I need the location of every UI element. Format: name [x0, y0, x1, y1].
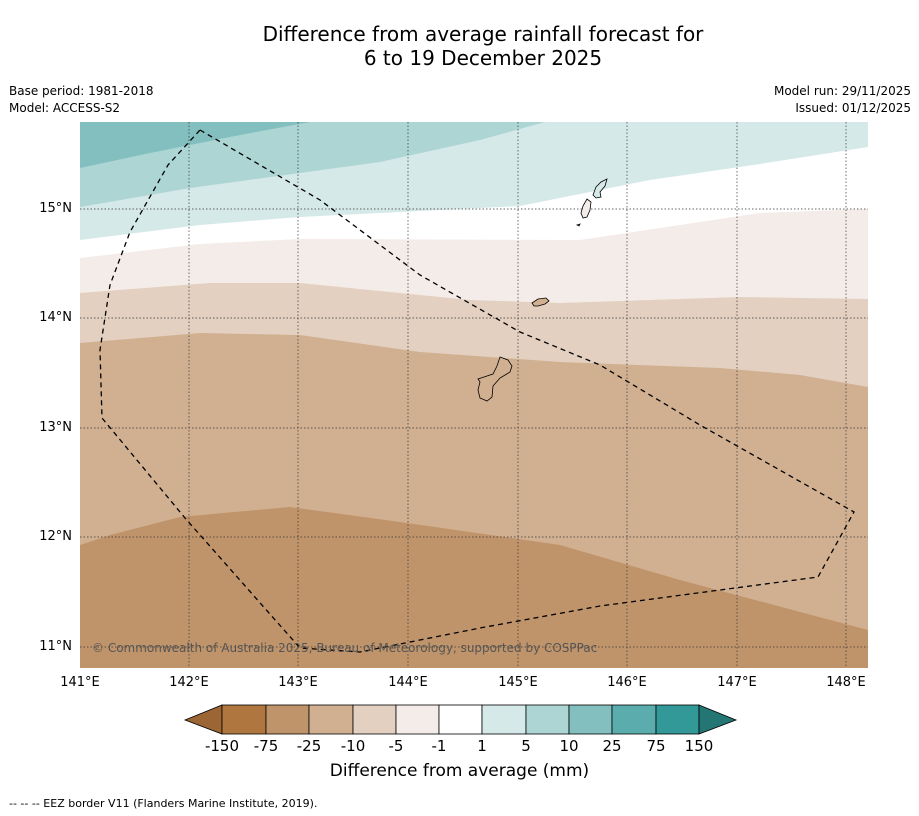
colorbar-label: 75 [646, 737, 666, 755]
graticule [80, 122, 868, 668]
meta-left: Base period: 1981-2018 Model: ACCESS-S2 [9, 83, 154, 117]
islands [477, 178, 608, 402]
meta-right: Model run: 29/11/2025 Issued: 01/12/2025 [774, 83, 911, 117]
lon-label-148e: 148°E [826, 675, 866, 690]
lat-label-13n: 13°N [39, 420, 72, 435]
model-run: Model run: 29/11/2025 [773, 84, 911, 98]
colorbar-seg-10 [611, 704, 657, 735]
colorbar-seg-2 [265, 704, 310, 735]
colorbar-label: 1 [477, 737, 487, 755]
lon-label-146e: 146°E [607, 675, 647, 690]
colorbar-seg-8 [525, 704, 570, 735]
colorbar-label: -25 [296, 737, 322, 755]
colorbar-label: -10 [340, 737, 366, 755]
eez-footnote: -- -- -- EEZ border V11 (Flanders Marine… [9, 797, 318, 810]
colorbar-extend-low [183, 704, 223, 735]
lon-label-142e: 142°E [169, 675, 209, 690]
colorbar-seg-9 [568, 704, 613, 735]
issued-date: Issued: 01/12/2025 [795, 101, 911, 115]
island-rota [531, 297, 550, 307]
model-name: Model: ACCESS-S2 [9, 101, 121, 115]
colorbar-seg-1 [221, 704, 267, 735]
lat-label-15n: 15°N [39, 201, 72, 216]
map-title: Difference from average rainfall forecas… [0, 22, 919, 70]
colorbar-label: 5 [521, 737, 531, 755]
colorbar-label: 25 [602, 737, 622, 755]
colorbar-seg-7 [481, 704, 527, 735]
lon-label-143e: 143°E [278, 675, 318, 690]
island-guam [477, 356, 513, 402]
colorbar-label: 150 [684, 737, 714, 755]
lon-label-144e: 144°E [388, 675, 428, 690]
lat-label-12n: 12°N [39, 529, 72, 544]
colorbar-label: -150 [204, 737, 240, 755]
colorbar [183, 704, 738, 735]
map-title-line1: Difference from average rainfall forecas… [262, 22, 704, 46]
colorbar-seg-4 [352, 704, 397, 735]
colorbar-seg-5 [395, 704, 440, 735]
colorbar-label: -75 [253, 737, 279, 755]
colorbar-label: -5 [388, 737, 404, 755]
colorbar-seg-3 [308, 704, 354, 735]
copyright-notice: © Commonwealth of Australia 2025, Bureau… [92, 641, 598, 655]
eez-border [99, 129, 855, 653]
island-saipan [592, 178, 608, 199]
rainfall-contours [80, 122, 868, 668]
lat-label-11n: 11°N [39, 639, 72, 654]
map-title-line2: 6 to 19 December 2025 [363, 46, 603, 70]
island-aguijan [575, 223, 581, 227]
lat-label-14n: 14°N [39, 310, 72, 325]
colorbar-title: Difference from average (mm) [329, 761, 590, 781]
colorbar-seg-6 [438, 704, 483, 735]
colorbar-extend-high [698, 704, 738, 735]
lon-label-147e: 147°E [717, 675, 757, 690]
base-period: Base period: 1981-2018 [9, 84, 154, 98]
lon-label-141e: 141°E [60, 675, 100, 690]
band-10-25 [80, 122, 310, 168]
colorbar-label: 10 [559, 737, 579, 755]
band-minus75-minus25 [80, 507, 868, 668]
colorbar-label: -1 [431, 737, 447, 755]
lon-label-145e: 145°E [498, 675, 538, 690]
island-tinian [580, 198, 592, 219]
colorbar-seg-11 [655, 704, 700, 735]
